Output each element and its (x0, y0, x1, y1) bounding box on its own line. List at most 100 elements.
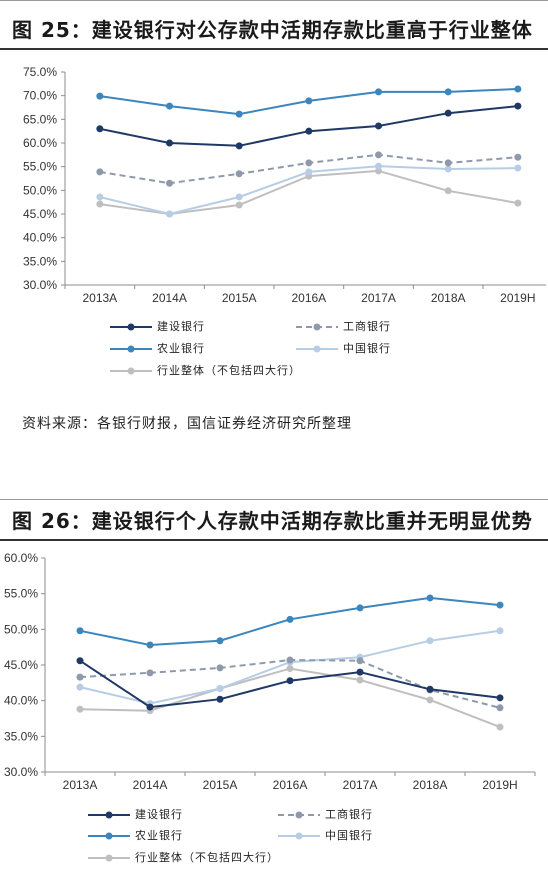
legend-label: 中国银行 (343, 342, 391, 355)
legend-marker (105, 811, 113, 819)
data-point (496, 704, 504, 712)
data-point (166, 179, 174, 187)
data-point (444, 187, 452, 195)
series-line (99, 105, 519, 147)
data-point (96, 193, 104, 201)
legend-swatch (110, 323, 152, 331)
legend-marker (313, 345, 321, 353)
legend-swatch (296, 323, 338, 331)
legend-label: 工商银行 (343, 320, 391, 333)
data-point (426, 685, 434, 693)
data-point (235, 201, 243, 209)
data-point (375, 122, 383, 130)
x-tick-label: 2019H (500, 291, 535, 305)
y-tick-label: 55.0% (23, 160, 57, 174)
legend-item: 建设银行 (88, 807, 183, 823)
data-point (356, 668, 364, 676)
legend-item: 中国银行 (296, 341, 391, 357)
data-point (514, 85, 522, 93)
data-point (235, 170, 243, 178)
data-point (146, 669, 154, 677)
data-point (96, 125, 104, 133)
figure-title-rule (0, 48, 548, 50)
data-point (216, 685, 224, 693)
data-point (235, 193, 243, 201)
data-point (375, 162, 383, 170)
x-tick-label: 2014A (133, 778, 168, 792)
data-point (96, 168, 104, 176)
data-point (76, 657, 84, 665)
x-tick-label: 2017A (343, 778, 378, 792)
legend-item: 农业银行 (110, 341, 205, 357)
x-tick-label: 2015A (203, 778, 238, 792)
legend-swatch (88, 854, 130, 862)
legend-swatch (110, 367, 152, 375)
data-point (444, 159, 452, 167)
data-point (286, 665, 294, 673)
legend-item: 建设银行 (110, 319, 205, 335)
y-tick-label: 40.0% (4, 694, 38, 708)
legend-swatch (278, 832, 320, 840)
legend-swatch (278, 811, 320, 819)
legend-item: 行业整体（不包括四大行） (110, 363, 301, 379)
data-point (444, 165, 452, 173)
data-point (96, 92, 104, 100)
y-tick-label: 50.0% (4, 622, 38, 636)
data-point (375, 151, 383, 159)
legend-item: 行业整体（不包括四大行） (88, 850, 279, 866)
x-tick-label: 2014A (152, 291, 187, 305)
data-point (496, 723, 504, 731)
data-point (514, 102, 522, 110)
legend-marker (295, 832, 303, 840)
y-tick-label: 60.0% (23, 136, 57, 150)
legend-label: 农业银行 (157, 342, 205, 355)
legend-item: 工商银行 (278, 807, 373, 823)
data-point (76, 673, 84, 681)
chart-legend: 建设银行 工商银行农业银行 中国银行行业整体（不包括四大行） (0, 319, 548, 389)
legend-swatch (296, 345, 338, 353)
x-tick-label: 2015A (222, 291, 257, 305)
legend-item: 农业银行 (88, 828, 183, 844)
data-point (496, 627, 504, 635)
data-point (146, 703, 154, 711)
legend-marker (105, 854, 113, 862)
legend-marker (127, 367, 135, 375)
data-point (305, 127, 313, 135)
data-point (146, 641, 154, 649)
data-point (286, 656, 294, 664)
legend-item: 中国银行 (278, 828, 373, 844)
legend-label: 中国银行 (325, 829, 373, 842)
legend-swatch (88, 832, 130, 840)
x-tick-label: 2016A (291, 291, 326, 305)
data-point (76, 683, 84, 691)
data-point (305, 159, 313, 167)
legend-label: 行业整体（不包括四大行） (135, 851, 279, 864)
line-chart: 30.0% 35.0% 40.0% 45.0% 50.0% 55.0% 60.0% 65.0%… (23, 65, 546, 305)
legend-label: 建设银行 (157, 320, 205, 333)
legend-item: 工商银行 (296, 319, 391, 335)
data-point (356, 604, 364, 612)
data-point (96, 200, 104, 208)
legend-marker (313, 323, 321, 331)
data-point (76, 627, 84, 635)
figure-title: 图 26：建设银行个人存款中活期存款比重并无明显优势 (12, 509, 533, 533)
data-point (444, 109, 452, 117)
x-tick-label: 2013A (63, 778, 98, 792)
y-tick-label: 55.0% (4, 587, 38, 601)
legend-marker (127, 323, 135, 331)
legend-label: 建设银行 (135, 808, 183, 821)
legend-label: 农业银行 (135, 829, 183, 842)
data-point (375, 88, 383, 96)
legend-marker (295, 811, 303, 819)
data-point (286, 677, 294, 685)
data-point (235, 142, 243, 150)
data-point (166, 139, 174, 147)
y-tick-label: 35.0% (4, 729, 38, 743)
figure-top-rule (0, 499, 548, 500)
chart-legend: 建设银行 工商银行农业银行 中国银行行业整体（不包括四大行） (0, 807, 548, 877)
source-note: 资料来源：各银行财报，国信证券经济研究所整理 (22, 416, 352, 432)
data-point (514, 164, 522, 172)
y-tick-label: 35.0% (23, 254, 57, 268)
data-point (305, 97, 313, 105)
x-tick-label: 2018A (413, 778, 448, 792)
